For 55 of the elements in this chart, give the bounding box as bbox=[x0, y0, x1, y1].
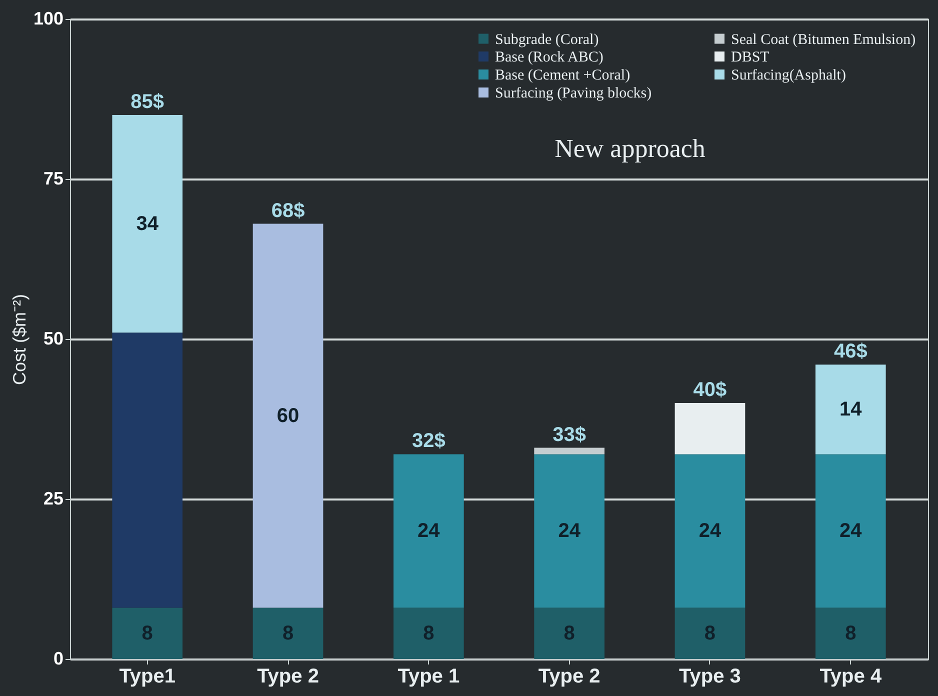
data-label: 34 bbox=[136, 212, 160, 235]
data-label: 8 bbox=[423, 622, 434, 644]
bar bbox=[815, 364, 886, 454]
bar bbox=[112, 332, 183, 608]
total-label: 85$ bbox=[130, 91, 164, 113]
total-label: 40$ bbox=[693, 379, 727, 401]
annotation: New approach bbox=[554, 134, 706, 163]
data-label: 14 bbox=[840, 398, 863, 420]
legend-label: DBST bbox=[731, 50, 770, 66]
legend-label: Surfacing(Asphalt) bbox=[731, 68, 846, 84]
bar bbox=[112, 115, 183, 333]
legend-label: Base (Cement +Coral) bbox=[495, 68, 630, 84]
legend-label: Surfacing (Paving blocks) bbox=[495, 86, 652, 102]
data-label: 8 bbox=[282, 622, 294, 644]
bar bbox=[674, 403, 746, 454]
y-tick-label: 25 bbox=[43, 488, 64, 508]
total-label: 68$ bbox=[271, 200, 305, 222]
bar bbox=[815, 608, 886, 659]
data-label: 24 bbox=[418, 520, 441, 542]
x-tick-label: Type 4 bbox=[820, 666, 882, 688]
total-label: 46$ bbox=[834, 340, 868, 363]
legend-label: Seal Coat (Bitumen Emulsion) bbox=[731, 32, 916, 48]
y-tick-label: 100 bbox=[33, 8, 64, 28]
total-label: 33$ bbox=[552, 424, 586, 446]
legend-label: Base (Rock ABC) bbox=[495, 50, 604, 66]
data-label: 8 bbox=[564, 622, 575, 644]
y-tick-label: 75 bbox=[43, 168, 64, 188]
legend-label: Subgrade (Coral) bbox=[495, 32, 599, 48]
x-tick-label: Type 2 bbox=[257, 666, 319, 688]
data-label: 24 bbox=[698, 520, 722, 542]
data-label: 24 bbox=[840, 520, 863, 542]
bar bbox=[674, 454, 746, 608]
y-tick-label: 50 bbox=[43, 328, 64, 348]
bar bbox=[112, 608, 183, 659]
total-label: 32$ bbox=[412, 430, 446, 452]
bar bbox=[252, 608, 324, 659]
data-label: 8 bbox=[704, 622, 716, 644]
bar bbox=[674, 608, 746, 659]
data-label: 24 bbox=[558, 520, 582, 542]
bar bbox=[252, 224, 324, 608]
y-axis-title: Cost ($m⁻²) bbox=[9, 294, 30, 385]
data-label: 8 bbox=[142, 622, 153, 644]
x-tick-label: Type1 bbox=[119, 666, 176, 688]
bar bbox=[534, 608, 604, 659]
data-label: 60 bbox=[276, 404, 300, 427]
y-tick-label: 0 bbox=[53, 648, 64, 668]
bar bbox=[534, 448, 604, 454]
bar bbox=[394, 608, 464, 659]
x-tick-label: Type 3 bbox=[679, 666, 741, 688]
bar bbox=[394, 454, 464, 608]
bar bbox=[815, 454, 886, 608]
x-tick-label: Type 2 bbox=[538, 666, 600, 688]
bar bbox=[534, 454, 604, 608]
data-label: 8 bbox=[845, 622, 856, 644]
x-tick-label: Type 1 bbox=[398, 666, 460, 688]
